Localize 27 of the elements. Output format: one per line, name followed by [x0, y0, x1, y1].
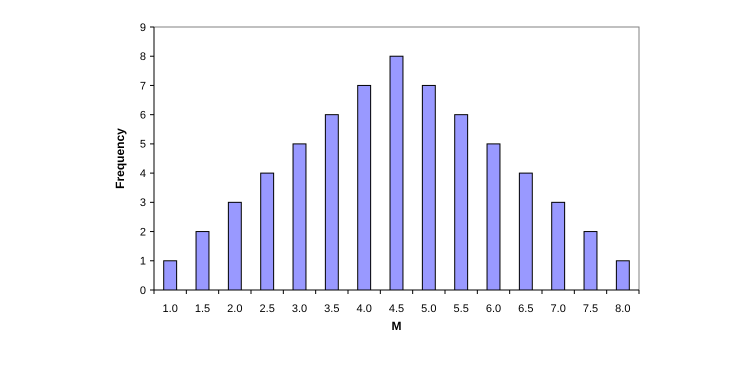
y-tick-label: 5	[140, 138, 146, 151]
x-tick-label: 7.5	[582, 303, 598, 315]
y-axis-title: Frequency	[113, 128, 127, 189]
x-axis-title: M	[392, 319, 402, 333]
y-tick-label: 4	[140, 168, 146, 180]
x-tick-label: 4.5	[388, 303, 404, 315]
x-tick-label: 3.5	[324, 303, 340, 315]
x-tick-label: 7.0	[550, 303, 566, 315]
x-tick-label: 6.0	[486, 303, 502, 315]
x-tick-label: 5.0	[421, 303, 436, 315]
x-tick-label: 6.5	[518, 303, 534, 315]
x-tick-label: 5.5	[454, 303, 469, 315]
x-tick-label: 8.0	[615, 303, 630, 315]
y-tick-label: 7	[140, 80, 146, 92]
y-tick-label: 1	[140, 256, 146, 268]
y-tick-label: 6	[140, 110, 146, 122]
x-tick-label: 3.0	[292, 303, 308, 315]
x-tick-label: 2.5	[260, 303, 275, 315]
y-tick-label: 2	[140, 226, 146, 238]
x-tick-label: 1.5	[194, 303, 210, 315]
x-tick-label: 1.0	[162, 303, 178, 315]
y-tick-label: 3	[140, 197, 146, 210]
x-tick-label: 4.0	[356, 303, 372, 315]
y-tick-label: 0	[140, 284, 146, 297]
x-tick-label: 2.0	[227, 303, 242, 315]
y-tick-label: 9	[140, 22, 146, 34]
y-tick-label: 8	[140, 51, 146, 64]
